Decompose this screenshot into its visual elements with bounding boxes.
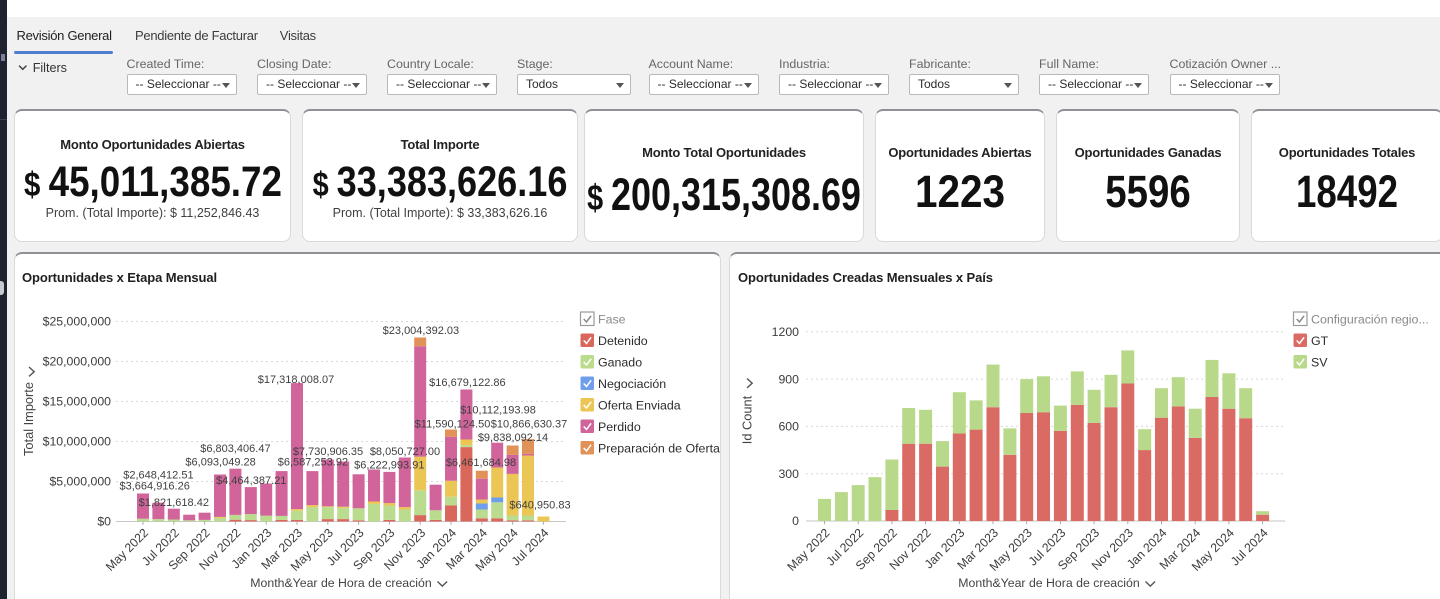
svg-text:900: 900 <box>778 372 799 386</box>
svg-text:$8,050,727.00: $8,050,727.00 <box>370 446 440 458</box>
svg-text:Preparación de Oferta: Preparación de Oferta <box>598 442 720 456</box>
svg-text:1200: 1200 <box>772 325 800 339</box>
svg-text:$16,679,122.86: $16,679,122.86 <box>429 377 505 389</box>
svg-text:Detenido: Detenido <box>598 334 648 348</box>
svg-text:$6,587,253.92: $6,587,253.92 <box>278 457 348 469</box>
svg-text:May 2022: May 2022 <box>103 526 151 574</box>
svg-text:Month&Year de Hora de creación: Month&Year de Hora de creación <box>958 576 1140 590</box>
svg-text:300: 300 <box>778 467 799 481</box>
svg-text:May 2022: May 2022 <box>785 526 833 574</box>
svg-text:Negociación: Negociación <box>598 377 666 391</box>
svg-text:0: 0 <box>792 514 799 528</box>
svg-text:$23,004,392.03: $23,004,392.03 <box>383 325 459 337</box>
svg-text:$9,838,092.14: $9,838,092.14 <box>478 432 548 444</box>
svg-text:$5,000,000: $5,000,000 <box>49 475 111 489</box>
svg-text:$6,461,684.98: $6,461,684.98 <box>446 457 516 469</box>
svg-text:Jul 2024: Jul 2024 <box>1228 526 1271 569</box>
svg-text:Fase: Fase <box>598 313 626 327</box>
svg-text:Configuración regio...: Configuración regio... <box>1311 313 1429 327</box>
svg-text:$3,664,916.26: $3,664,916.26 <box>120 480 190 492</box>
svg-text:$10,000,000: $10,000,000 <box>43 435 112 449</box>
svg-text:$6,222,993.91: $6,222,993.91 <box>354 460 424 472</box>
svg-text:$2,648,412.51: $2,648,412.51 <box>123 470 193 482</box>
svg-text:$1,821,618.42: $1,821,618.42 <box>139 497 209 509</box>
svg-text:Oferta Enviada: Oferta Enviada <box>598 399 681 413</box>
svg-text:600: 600 <box>778 420 799 434</box>
svg-text:$6,803,406.47: $6,803,406.47 <box>200 443 270 455</box>
svg-text:$17,318,008.07: $17,318,008.07 <box>258 374 334 386</box>
svg-text:Total Importe: Total Importe <box>21 382 36 456</box>
svg-text:Id Count: Id Count <box>740 395 755 444</box>
svg-text:$10,112,193.98: $10,112,193.98 <box>460 405 536 417</box>
svg-text:$11,590,124.50: $11,590,124.50 <box>415 418 491 430</box>
svg-text:Perdido: Perdido <box>598 420 641 434</box>
svg-text:$640,950.83: $640,950.83 <box>509 500 570 512</box>
svg-text:$25,000,000: $25,000,000 <box>43 315 112 329</box>
svg-text:$4,464,387.21: $4,464,387.21 <box>216 475 286 487</box>
svg-text:GT: GT <box>1311 334 1329 348</box>
svg-text:Ganado: Ganado <box>598 356 642 370</box>
svg-text:$0: $0 <box>97 515 111 529</box>
svg-text:$20,000,000: $20,000,000 <box>43 355 112 369</box>
svg-text:$10,866,630.37: $10,866,630.37 <box>491 418 567 430</box>
svg-text:Month&Year de Hora de creación: Month&Year de Hora de creación <box>250 576 432 590</box>
svg-text:SV: SV <box>1311 356 1328 370</box>
svg-text:$7,730,906.35: $7,730,906.35 <box>293 446 363 458</box>
svg-text:$15,000,000: $15,000,000 <box>43 395 112 409</box>
svg-text:$6,093,049.28: $6,093,049.28 <box>185 457 255 469</box>
